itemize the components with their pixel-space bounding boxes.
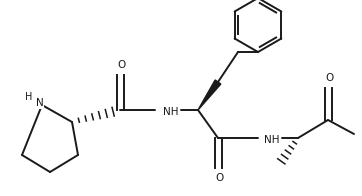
Text: H: H xyxy=(25,92,33,102)
Text: O: O xyxy=(326,73,334,83)
Text: NH: NH xyxy=(163,107,179,117)
Text: O: O xyxy=(118,60,126,70)
Text: NH: NH xyxy=(264,135,280,145)
Text: N: N xyxy=(36,98,44,108)
Polygon shape xyxy=(198,80,221,110)
Text: O: O xyxy=(216,173,224,183)
